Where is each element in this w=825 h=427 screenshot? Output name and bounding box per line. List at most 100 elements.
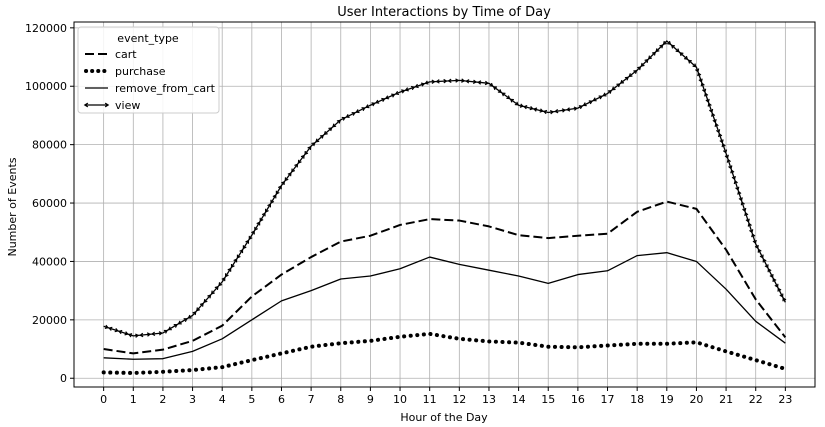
view-arrow-marker bbox=[698, 78, 703, 83]
view-arrow-marker bbox=[724, 154, 729, 159]
view-arrow-marker bbox=[747, 222, 752, 227]
view-arrow-marker bbox=[472, 79, 478, 85]
view-arrow-marker bbox=[578, 105, 584, 110]
view-arrow-marker bbox=[523, 104, 528, 110]
x-tick-label: 16 bbox=[571, 393, 585, 406]
view-arrow-marker bbox=[509, 98, 514, 103]
view-arrow-marker bbox=[722, 149, 728, 154]
view-arrow-marker bbox=[532, 107, 538, 112]
view-arrow-marker bbox=[735, 186, 740, 191]
view-arrow-marker bbox=[254, 226, 259, 232]
x-tick-label: 18 bbox=[630, 393, 644, 406]
view-arrow-marker bbox=[514, 101, 519, 106]
view-arrow-marker bbox=[497, 89, 502, 93]
view-arrow-marker bbox=[624, 76, 629, 81]
series-lines bbox=[101, 40, 788, 375]
x-tick-label: 22 bbox=[749, 393, 763, 406]
view-arrow-marker bbox=[484, 80, 490, 86]
x-tick-label: 20 bbox=[689, 393, 703, 406]
view-arrow-marker bbox=[769, 274, 774, 279]
view-arrow-marker bbox=[506, 95, 511, 100]
view-arrow-marker bbox=[420, 82, 426, 87]
view-arrow-marker bbox=[714, 122, 719, 127]
view-arrow-marker bbox=[702, 88, 707, 93]
view-arrow-marker bbox=[598, 95, 603, 100]
view-arrow-marker bbox=[307, 145, 312, 150]
view-arrow-marker bbox=[311, 142, 316, 147]
view-arrow-marker bbox=[731, 175, 736, 181]
view-arrow-marker bbox=[281, 180, 285, 186]
view-arrow-marker bbox=[477, 80, 482, 85]
view-arrow-marker bbox=[738, 197, 743, 202]
x-tick-label: 10 bbox=[393, 393, 407, 406]
view-arrow-marker bbox=[730, 169, 735, 174]
view-arrow-marker bbox=[651, 51, 656, 56]
view-arrow-marker bbox=[230, 263, 235, 269]
view-arrow-marker bbox=[239, 248, 244, 254]
view-arrow-marker bbox=[242, 245, 247, 250]
view-arrow-marker bbox=[592, 97, 597, 102]
view-arrow-marker bbox=[455, 78, 460, 83]
x-tick-label: 2 bbox=[159, 393, 166, 406]
view-arrow-marker bbox=[259, 217, 264, 222]
view-arrow-marker bbox=[539, 108, 544, 113]
view-arrow-marker bbox=[742, 207, 747, 213]
view-arrow-marker bbox=[695, 68, 700, 73]
view-arrow-marker bbox=[588, 100, 593, 105]
view-arrow-marker bbox=[759, 254, 764, 259]
view-arrow-marker bbox=[287, 172, 292, 177]
view-arrow-marker bbox=[679, 52, 684, 57]
view-arrow-marker bbox=[256, 221, 261, 226]
view-arrow-marker bbox=[203, 298, 208, 304]
grid bbox=[74, 22, 815, 387]
view-arrow-marker bbox=[391, 93, 396, 98]
view-arrow-marker bbox=[726, 158, 731, 163]
view-arrow-marker bbox=[146, 332, 152, 337]
view-arrow-marker bbox=[332, 123, 337, 128]
view-arrow-marker bbox=[542, 109, 548, 115]
chart-title: User Interactions by Time of Day bbox=[337, 5, 551, 20]
y-tick-label: 120000 bbox=[25, 22, 67, 35]
view-arrow-marker bbox=[192, 311, 197, 316]
view-arrow-marker bbox=[261, 212, 266, 217]
view-arrow-marker bbox=[284, 177, 289, 182]
x-tick-label: 8 bbox=[337, 393, 344, 406]
view-arrow-marker bbox=[772, 277, 777, 282]
view-arrow-marker bbox=[733, 179, 738, 185]
view-arrow-marker bbox=[315, 138, 320, 143]
x-tick-label: 4 bbox=[219, 393, 226, 406]
view-arrow-marker bbox=[431, 79, 436, 84]
view-arrow-marker bbox=[233, 258, 238, 263]
view-arrow-marker bbox=[607, 89, 613, 94]
legend-arrow-right bbox=[104, 102, 110, 108]
plot-area-frame bbox=[73, 21, 816, 388]
view-arrow-marker bbox=[300, 154, 305, 159]
x-axis-label: Hour of the Day bbox=[400, 411, 488, 424]
legend-label-purchase: purchase bbox=[115, 65, 166, 78]
x-tick-label: 6 bbox=[278, 393, 285, 406]
view-arrow-marker bbox=[135, 333, 140, 338]
view-arrow-marker bbox=[745, 218, 750, 223]
view-arrow-marker bbox=[640, 62, 645, 67]
legend-arrow-left bbox=[83, 102, 89, 108]
legend-label-remove-from-cart: remove_from_cart bbox=[115, 82, 216, 95]
view-arrow-marker bbox=[401, 89, 406, 94]
view-arrow-marker bbox=[245, 239, 250, 244]
y-tick-label: 20000 bbox=[32, 314, 67, 327]
view-arrow-marker bbox=[721, 142, 726, 148]
legend-label-cart: cart bbox=[115, 48, 137, 61]
view-arrow-marker bbox=[529, 105, 534, 111]
view-arrow-marker bbox=[277, 185, 282, 190]
view-arrow-marker bbox=[554, 108, 559, 114]
view-arrow-marker bbox=[616, 83, 621, 88]
view-arrow-marker bbox=[291, 168, 296, 173]
view-arrow-marker bbox=[489, 82, 494, 87]
view-arrow-marker bbox=[361, 107, 366, 112]
view-arrow-marker bbox=[127, 333, 133, 338]
view-arrow-marker bbox=[774, 283, 779, 288]
view-arrow-marker bbox=[687, 59, 692, 64]
view-arrow-marker bbox=[375, 99, 380, 104]
view-arrow-marker bbox=[227, 267, 232, 272]
view-arrow-marker bbox=[684, 55, 689, 60]
view-arrow-marker bbox=[752, 239, 757, 245]
